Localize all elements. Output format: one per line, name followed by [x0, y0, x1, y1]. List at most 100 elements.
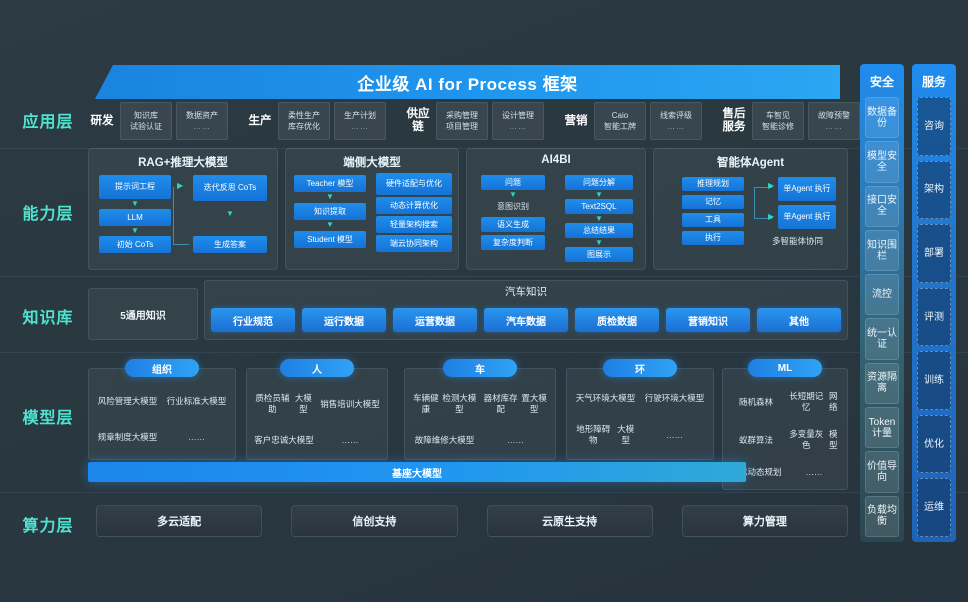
node-complexity-judge: 复杂度判断	[481, 235, 545, 250]
node-teacher-model: Teacher 模型	[294, 175, 366, 192]
model-cell: 行业标准 大模型	[166, 395, 227, 406]
layer-label-capability: 能力层	[22, 206, 74, 223]
sidebar-security-title: 安全	[869, 74, 894, 89]
knowledge-chip[interactable]: 行业规范	[211, 308, 295, 332]
app-cell[interactable]: Caio 智能工牌	[594, 102, 646, 140]
knowledge-chip[interactable]: 其他	[757, 308, 841, 332]
model-cell: ……	[666, 429, 683, 440]
app-group-production[interactable]: 生产 柔性生产 库存优化 生产计划……	[246, 99, 386, 143]
model-cell: 蚁群算法	[738, 434, 773, 445]
model-group-vehicle[interactable]: 车 车辆健康 检测大模型 器材库存配 置大模型 故障维修 大模型 ……	[404, 359, 556, 460]
sidebar-security-item[interactable]: 资源隔离	[865, 362, 899, 405]
sidebar-security-item[interactable]: 接口安全	[865, 185, 899, 227]
layer-label-application: 应用层	[22, 114, 74, 131]
model-group-people[interactable]: 人 质检员辅助 大模型 销售培训 大模型 客户忠诚 大模型 ……	[246, 359, 388, 460]
node-text2sql: Text2SQL	[565, 199, 633, 214]
app-group-name: 研发	[90, 114, 114, 127]
model-group-pill: 组织	[125, 359, 199, 377]
knowledge-caption: 汽车知识	[505, 286, 547, 298]
knowledge-auto-box: 汽车知识 行业规范 运行数据 运营数据 汽车数据 质检数据 营销知识 其他	[204, 280, 848, 340]
app-group-name: 营销	[564, 114, 588, 127]
sidebar-security-item[interactable]: 负载均衡	[865, 495, 899, 537]
node-dynamic-compute: 动态计算优化	[376, 197, 452, 214]
model-group-pill: ML	[748, 359, 822, 377]
node-student-model: Student 模型	[294, 231, 366, 248]
capability-box-agent[interactable]: 智能体Agent 推理规划 记忆 工具 执行 单Agent 执行 单Agent …	[653, 148, 848, 270]
compute-button[interactable]: 云原生支持	[486, 505, 653, 537]
sidebar-service-item[interactable]: 咨询	[917, 97, 951, 156]
node-chart-display: 图展示	[565, 247, 633, 262]
sidebar-security-item[interactable]: 统一认证	[865, 318, 899, 360]
layer-label-knowledge: 知识库	[22, 310, 74, 327]
app-cell[interactable]: 采购管理 项目管理	[436, 102, 488, 140]
knowledge-general-box[interactable]: 5通用知识	[88, 288, 198, 340]
knowledge-chip[interactable]: 运营数据	[393, 308, 477, 332]
model-cell: 客户忠诚 大模型	[254, 435, 314, 445]
model-cell: 销售培训 大模型	[320, 398, 380, 409]
app-cell[interactable]: 故障预警……	[808, 102, 860, 140]
app-group-aftersales[interactable]: 售后服务 车智见 智能诊修 故障预警……	[720, 99, 860, 143]
model-group-org[interactable]: 组织 风险管理 大模型 行业标准 大模型 规章制度 大模型 ……	[88, 359, 236, 460]
sidebar-security-item[interactable]: 价值导向	[865, 451, 899, 493]
sidebar-security-item[interactable]: Token计量	[865, 407, 899, 449]
compute-button[interactable]: 算力管理	[681, 505, 848, 537]
node-single-agent-exec-1: 单Agent 执行	[778, 177, 836, 201]
node-prompt-engineering: 提示词工程	[99, 175, 171, 199]
capability-box-rag[interactable]: RAG+推理大模型 提示词工程 ▼ LLM ▼ 初始 CoTs 迭代反思 CoT…	[88, 148, 278, 270]
banner-shape: 企业级 AI for Process 框架	[95, 65, 840, 99]
app-cell[interactable]: 设计管理……	[492, 102, 544, 140]
node-single-agent-exec-2: 单Agent 执行	[778, 205, 836, 229]
sidebar-service-item[interactable]: 训练	[917, 351, 951, 410]
app-cell[interactable]: 柔性生产 库存优化	[278, 102, 330, 140]
app-group-name: 生产	[248, 114, 272, 127]
sidebar-service-item[interactable]: 架构	[917, 160, 951, 220]
sidebar-service-item[interactable]: 运维	[917, 478, 951, 538]
app-group-supply-chain[interactable]: 供应链 采购管理 项目管理 设计管理……	[404, 99, 544, 143]
sidebar-service-item[interactable]: 部署	[917, 224, 951, 283]
app-cell[interactable]: 车智见 智能诊修	[752, 102, 804, 140]
app-cell[interactable]: 生产计划……	[334, 102, 386, 140]
model-cell: 故障维修 大模型	[414, 435, 475, 445]
node-generate-answer: 生成答案	[193, 236, 267, 253]
node-initial-cots: 初始 CoTs	[99, 236, 171, 253]
knowledge-chip[interactable]: 汽车数据	[484, 308, 568, 332]
sidebar-security-item[interactable]: 数据备份	[865, 97, 899, 139]
sidebar-service-item[interactable]: 评测	[917, 287, 951, 347]
model-group-pill: 车	[443, 359, 517, 377]
banner-title: 企业级 AI for Process 框架	[357, 74, 578, 94]
model-cell: 地形障碍物 大模型	[576, 424, 635, 445]
node-reason-plan: 推理规划	[682, 177, 744, 191]
node-memory: 记忆	[682, 195, 744, 209]
compute-button[interactable]: 多云适配	[96, 505, 263, 537]
compute-layer-row: 多云适配 信创支持 云原生支持 算力管理	[96, 505, 848, 537]
app-cell[interactable]: 知识库 试验认证	[120, 102, 172, 140]
sidebar-security-item[interactable]: 流控	[865, 274, 899, 316]
knowledge-chip[interactable]: 质检数据	[575, 308, 659, 332]
model-cell: 规章制度 大模型	[97, 432, 158, 443]
capability-box-edge-model[interactable]: 端侧大模型 Teacher 模型 ▼ 知识提取 ▼ Student 模型 硬件适…	[285, 148, 459, 270]
app-cell[interactable]: 线索评级……	[650, 102, 702, 140]
node-llm: LLM	[99, 209, 171, 226]
model-cell: 天气环境 大模型	[575, 393, 636, 403]
model-cell: 车辆健康 检测大模型	[413, 393, 477, 414]
sidebar-service-title: 服务	[921, 74, 946, 89]
app-group-name: 售后服务	[722, 108, 746, 133]
model-group-environment[interactable]: 环 天气环境 大模型 行驶环境 大模型 地形障碍物 大模型 ……	[566, 359, 714, 460]
capability-box-ai4bi[interactable]: AI4BI 问题 ▼ 意图识别 语义生成 复杂度判断 问题分解 ▼ Text2S…	[466, 148, 646, 270]
app-group-rd[interactable]: 研发 知识库 试验认证 数据资产……	[88, 99, 228, 143]
knowledge-chip[interactable]: 运行数据	[302, 308, 386, 332]
model-cell: 风险管理 大模型	[97, 395, 158, 406]
sidebar-security: 安全 数据备份 模型安全 接口安全 知识围栏 流控 统一认证 资源隔离 Token计量 价值导向…	[860, 64, 904, 542]
compute-button[interactable]: 信创支持	[291, 505, 458, 537]
model-cell: 行驶环境 大模型	[644, 393, 705, 403]
application-layer-band: 研发 知识库 试验认证 数据资产…… 生产 柔性生产 库存优化 生产计划…… 供应链 采购管理…	[88, 99, 860, 143]
sidebar-security-item[interactable]: 模型安全	[865, 141, 899, 183]
model-cell: 随机森林	[738, 396, 773, 407]
knowledge-chip[interactable]: 营销知识	[666, 308, 750, 332]
sidebar-security-item[interactable]: 知识围栏	[865, 229, 899, 272]
node-edge-cloud-arch: 端云协同架构	[376, 235, 452, 252]
app-group-marketing[interactable]: 营销 Caio 智能工牌 线索评级……	[562, 99, 702, 143]
app-cell[interactable]: 数据资产……	[176, 102, 228, 140]
model-cell: 质检员辅助 大模型	[255, 393, 312, 414]
sidebar-service-item[interactable]: 优化	[917, 414, 951, 474]
